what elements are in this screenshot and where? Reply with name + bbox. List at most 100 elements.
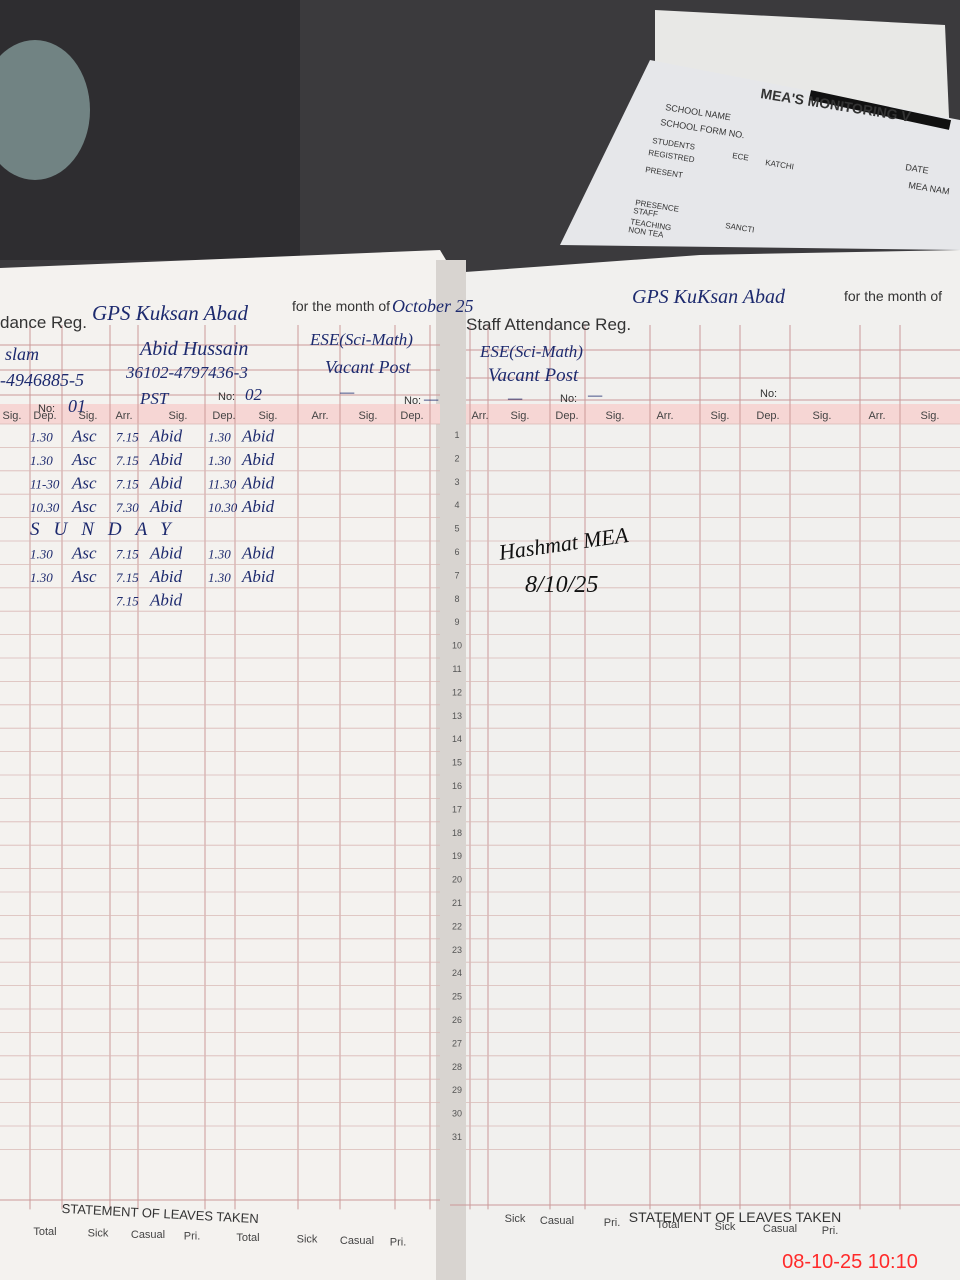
day-number: 29 bbox=[452, 1085, 462, 1095]
day-number: 17 bbox=[452, 804, 462, 814]
column-header: Sig. bbox=[606, 410, 625, 422]
entry: 1.30 bbox=[30, 430, 53, 445]
column-header: Arr. bbox=[471, 410, 488, 422]
entry: 7.15 bbox=[116, 430, 139, 445]
staff-name: ESE(Sci-Math) bbox=[479, 342, 583, 361]
day-number: 24 bbox=[452, 968, 462, 978]
right-page bbox=[450, 250, 960, 1280]
staff-no: — bbox=[423, 391, 439, 408]
staff-cnic: Vacant Post bbox=[325, 357, 411, 377]
entry: Asc bbox=[71, 450, 97, 469]
column-header: Dep. bbox=[33, 410, 56, 422]
entry: Asc bbox=[71, 473, 97, 492]
day-number: 11 bbox=[452, 664, 461, 674]
entry: Abid bbox=[149, 567, 183, 586]
leaves-header: Casual bbox=[340, 1235, 374, 1247]
staff-no: — bbox=[587, 387, 603, 404]
entry: 7.15 bbox=[116, 453, 139, 468]
day-number: 21 bbox=[452, 898, 462, 908]
day-number: 3 bbox=[454, 477, 459, 487]
day-number: 31 bbox=[452, 1132, 462, 1142]
entry: Asc bbox=[71, 567, 97, 586]
entry: Abid bbox=[241, 427, 275, 446]
leaves-header: Sick bbox=[715, 1221, 736, 1233]
entry: 1.30 bbox=[208, 547, 231, 562]
leaves-header: Casual bbox=[763, 1223, 797, 1235]
pen bbox=[808, 90, 952, 130]
day-number: 2 bbox=[454, 453, 459, 463]
column-header: Sig. bbox=[169, 410, 188, 422]
day-number: 13 bbox=[452, 711, 462, 721]
register-title: dance Reg. bbox=[0, 313, 87, 332]
column-header: Dep. bbox=[212, 410, 235, 422]
entry: Abid bbox=[241, 567, 275, 586]
day-number: 6 bbox=[454, 547, 459, 557]
month-label: for the month of bbox=[292, 298, 390, 314]
leaves-header: Pri. bbox=[390, 1237, 407, 1249]
day-number: 7 bbox=[454, 570, 459, 580]
leaves-header: Pri. bbox=[822, 1225, 839, 1237]
entry: Abid bbox=[149, 544, 183, 563]
entry: Abid bbox=[149, 590, 183, 609]
day-number: 8 bbox=[454, 594, 459, 604]
day-number: 5 bbox=[454, 524, 459, 534]
leaves-header: Pri. bbox=[604, 1217, 621, 1229]
day-number: 27 bbox=[452, 1038, 462, 1048]
leaves-header: Sick bbox=[88, 1228, 109, 1240]
column-header: Sig. bbox=[3, 410, 22, 422]
entry: Abid bbox=[149, 450, 183, 469]
entry: 1.30 bbox=[30, 547, 53, 562]
entry: 1.30 bbox=[208, 430, 231, 445]
entry: 7.15 bbox=[116, 570, 139, 585]
day-number: 25 bbox=[452, 992, 462, 1002]
column-header: Arr. bbox=[656, 410, 673, 422]
day-number: 26 bbox=[452, 1015, 462, 1025]
entry: Asc bbox=[71, 427, 97, 446]
column-header: Sig. bbox=[259, 410, 278, 422]
staff-cnic: 36102-4797436-3 bbox=[125, 363, 248, 382]
column-header: Sig. bbox=[511, 410, 530, 422]
right-header-band bbox=[466, 404, 960, 424]
entry: 7.15 bbox=[116, 593, 139, 608]
signature-date: 8/10/25 bbox=[525, 572, 598, 598]
month: October 25 bbox=[392, 296, 473, 316]
entry: 1.30 bbox=[30, 570, 53, 585]
timestamp: 08-10-25 10:10 bbox=[782, 1251, 918, 1273]
leaves-header: Total bbox=[236, 1232, 259, 1244]
no-label: No: bbox=[218, 391, 235, 403]
staff-no: 01 bbox=[68, 396, 86, 416]
staff-post: PST bbox=[139, 389, 170, 408]
day-number: 15 bbox=[452, 758, 462, 768]
day-number: 10 bbox=[452, 641, 462, 651]
staff-name: Abid Hussain bbox=[138, 338, 248, 360]
column-header: Sig. bbox=[79, 410, 98, 422]
register-title: Staff Attendance Reg. bbox=[466, 315, 631, 334]
entry: Asc bbox=[71, 544, 97, 563]
entry: Abid bbox=[241, 473, 275, 492]
day-number: 19 bbox=[452, 851, 462, 861]
spine bbox=[436, 260, 466, 1280]
leaves-header: Total bbox=[656, 1219, 679, 1231]
leaves-header: Casual bbox=[131, 1229, 165, 1241]
entry: 1.30 bbox=[208, 453, 231, 468]
no-label: No: bbox=[760, 388, 777, 400]
entry: 1.30 bbox=[208, 570, 231, 585]
leaves-header: Sick bbox=[297, 1234, 318, 1246]
row-note: SUNDAY bbox=[30, 519, 185, 540]
entry: Abid bbox=[241, 497, 275, 516]
grid bbox=[0, 325, 960, 1210]
column-header: Arr. bbox=[311, 410, 328, 422]
day-number: 14 bbox=[452, 734, 462, 744]
entry: 7.15 bbox=[116, 547, 139, 562]
column-header: Dep. bbox=[555, 410, 578, 422]
month-label: for the month of bbox=[844, 288, 942, 304]
entry: Asc bbox=[71, 497, 97, 516]
day-number: 16 bbox=[452, 781, 462, 791]
entry: Abid bbox=[241, 450, 275, 469]
column-header: Arr. bbox=[115, 410, 132, 422]
form-label: KATCHI bbox=[765, 158, 795, 171]
staff-post: — bbox=[339, 384, 355, 401]
day-number: 4 bbox=[454, 500, 459, 510]
